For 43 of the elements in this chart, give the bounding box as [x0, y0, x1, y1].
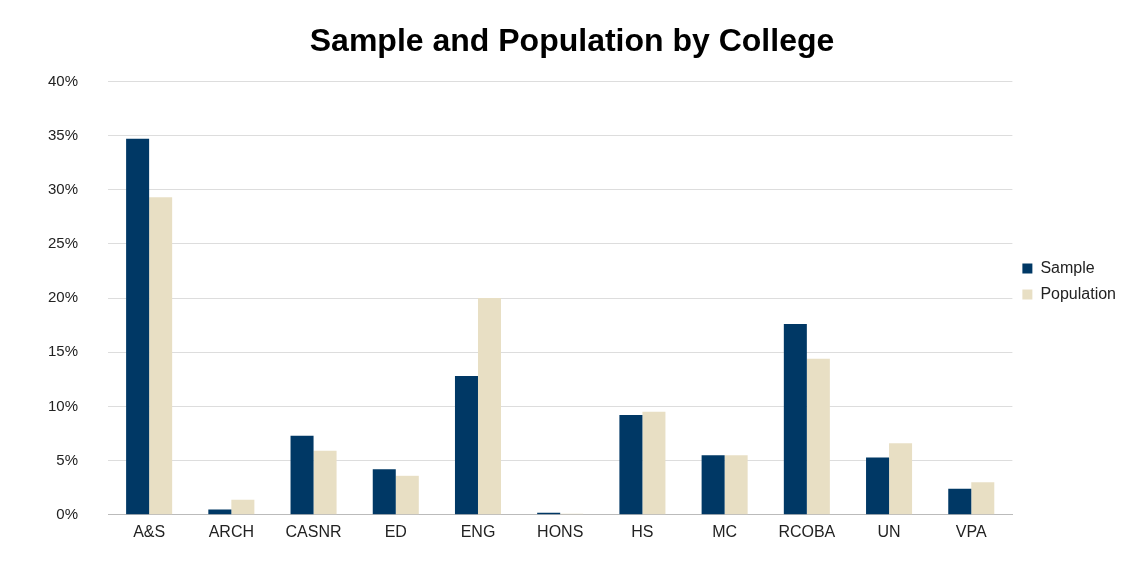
bar: [231, 499, 255, 515]
x-tick-label: ARCH: [208, 522, 255, 540]
bar: [724, 455, 748, 515]
legend-label: Sample: [1040, 258, 1095, 276]
bar: [208, 509, 232, 515]
bar: [701, 455, 725, 515]
y-tick-label: 25%: [47, 234, 79, 252]
y-tick-label: 20%: [47, 288, 79, 306]
y-tick-label: 30%: [47, 179, 79, 197]
x-tick-label: RCOBA: [778, 522, 836, 540]
x-tick-label: ED: [384, 522, 407, 540]
legend-label: Population: [1040, 284, 1117, 302]
x-tick-label: UN: [877, 522, 901, 540]
bar: [619, 415, 643, 515]
bar: [290, 435, 314, 515]
x-tick-label: HS: [631, 522, 654, 540]
bar: [866, 457, 890, 515]
bar: [889, 443, 913, 515]
bar: [454, 376, 478, 515]
bar: [642, 411, 666, 515]
bar: [477, 298, 502, 515]
bar: [313, 450, 337, 515]
bar: [783, 324, 807, 515]
bar: [806, 358, 830, 515]
x-tick-label: HONS: [537, 522, 584, 540]
bar: [948, 488, 972, 515]
x-tick-label: CASNR: [285, 522, 342, 540]
y-tick-label: 10%: [47, 396, 79, 414]
y-tick-label: 35%: [47, 125, 79, 143]
chart-title: Sample and Population by College: [309, 22, 835, 59]
x-tick-label: ENG: [460, 522, 496, 540]
y-tick-label: 40%: [47, 71, 79, 89]
x-tick-label: MC: [712, 522, 738, 540]
x-tick-label: VPA: [955, 522, 988, 540]
bar: [126, 138, 150, 515]
bar: [372, 469, 396, 515]
bar: [971, 482, 995, 515]
y-tick-label: 15%: [47, 342, 79, 360]
y-tick-label: 5%: [56, 450, 79, 468]
bar: [395, 475, 419, 515]
y-tick-label: 0%: [56, 504, 79, 522]
bar: [149, 197, 173, 515]
x-tick-label: A&S: [133, 522, 166, 540]
